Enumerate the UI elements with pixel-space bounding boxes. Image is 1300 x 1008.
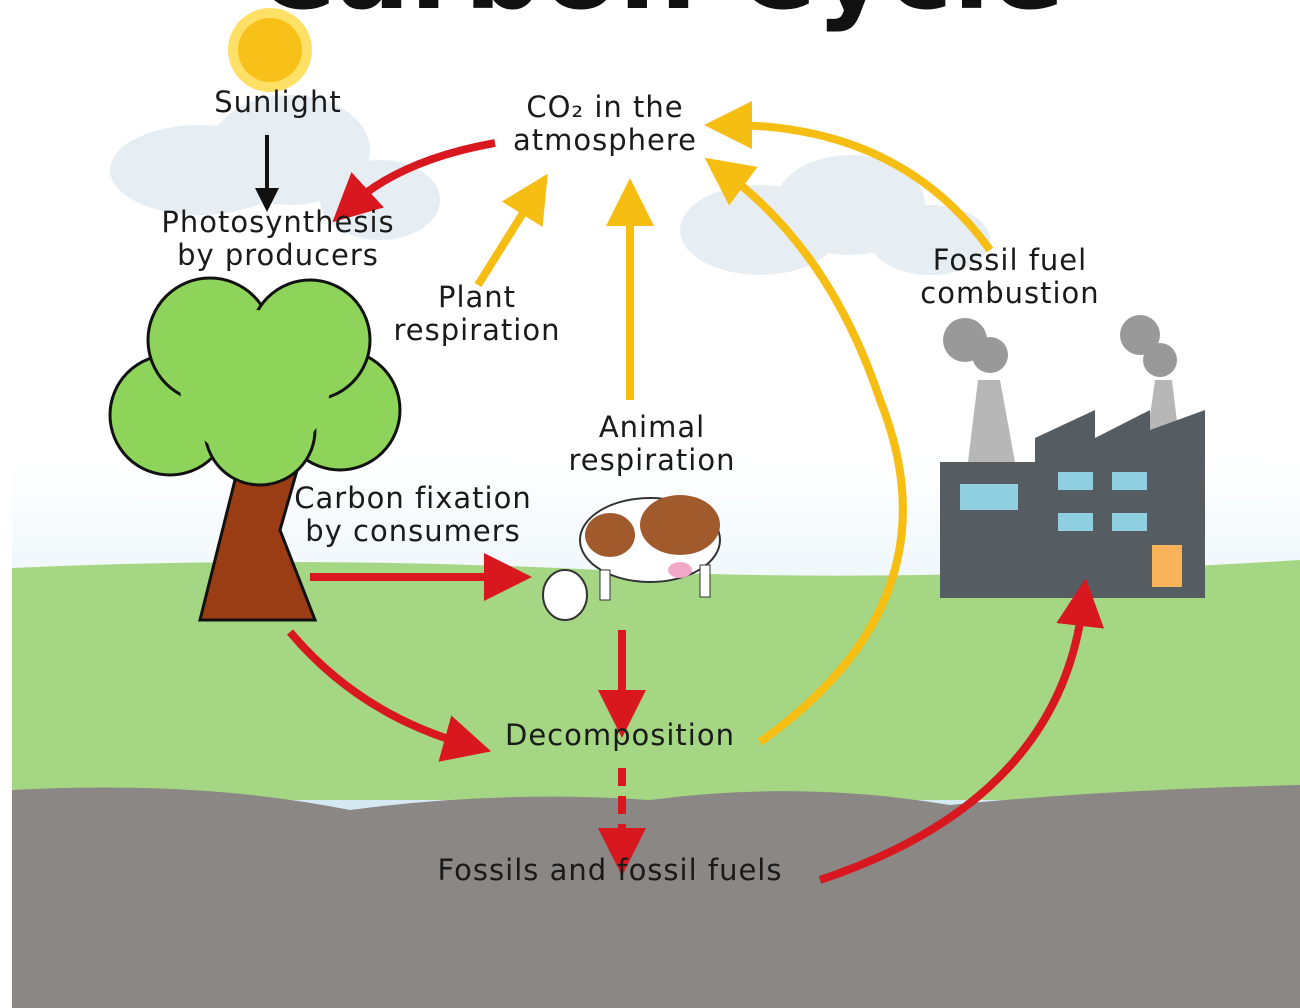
cow [542,495,721,621]
node-label: by consumers [305,514,520,548]
node-label: Carbon fixation [294,481,531,515]
node-label: combustion [920,276,1099,310]
node-label: Photosynthesis [161,205,394,239]
title: Carbon Cycle [255,0,1065,34]
node-label: Fossil fuel [933,243,1087,277]
tree [108,276,402,622]
clouds [110,95,990,275]
node-label: Sunlight [214,85,341,119]
sun [228,8,312,92]
node-label: by producers [177,238,379,272]
node-label: respiration [394,313,561,347]
node-label: Animal [599,410,705,444]
node-label: Plant [438,280,516,314]
node-label: respiration [569,443,736,477]
node-label: Decomposition [505,718,735,752]
node-label: Fossils and fossil fuels [438,853,783,887]
ground [12,560,1300,800]
arrows [255,101,1105,884]
soil [12,785,1300,1008]
factory [940,315,1205,598]
node-label: atmosphere [513,123,697,157]
node-label: CO₂ in the [526,90,683,124]
